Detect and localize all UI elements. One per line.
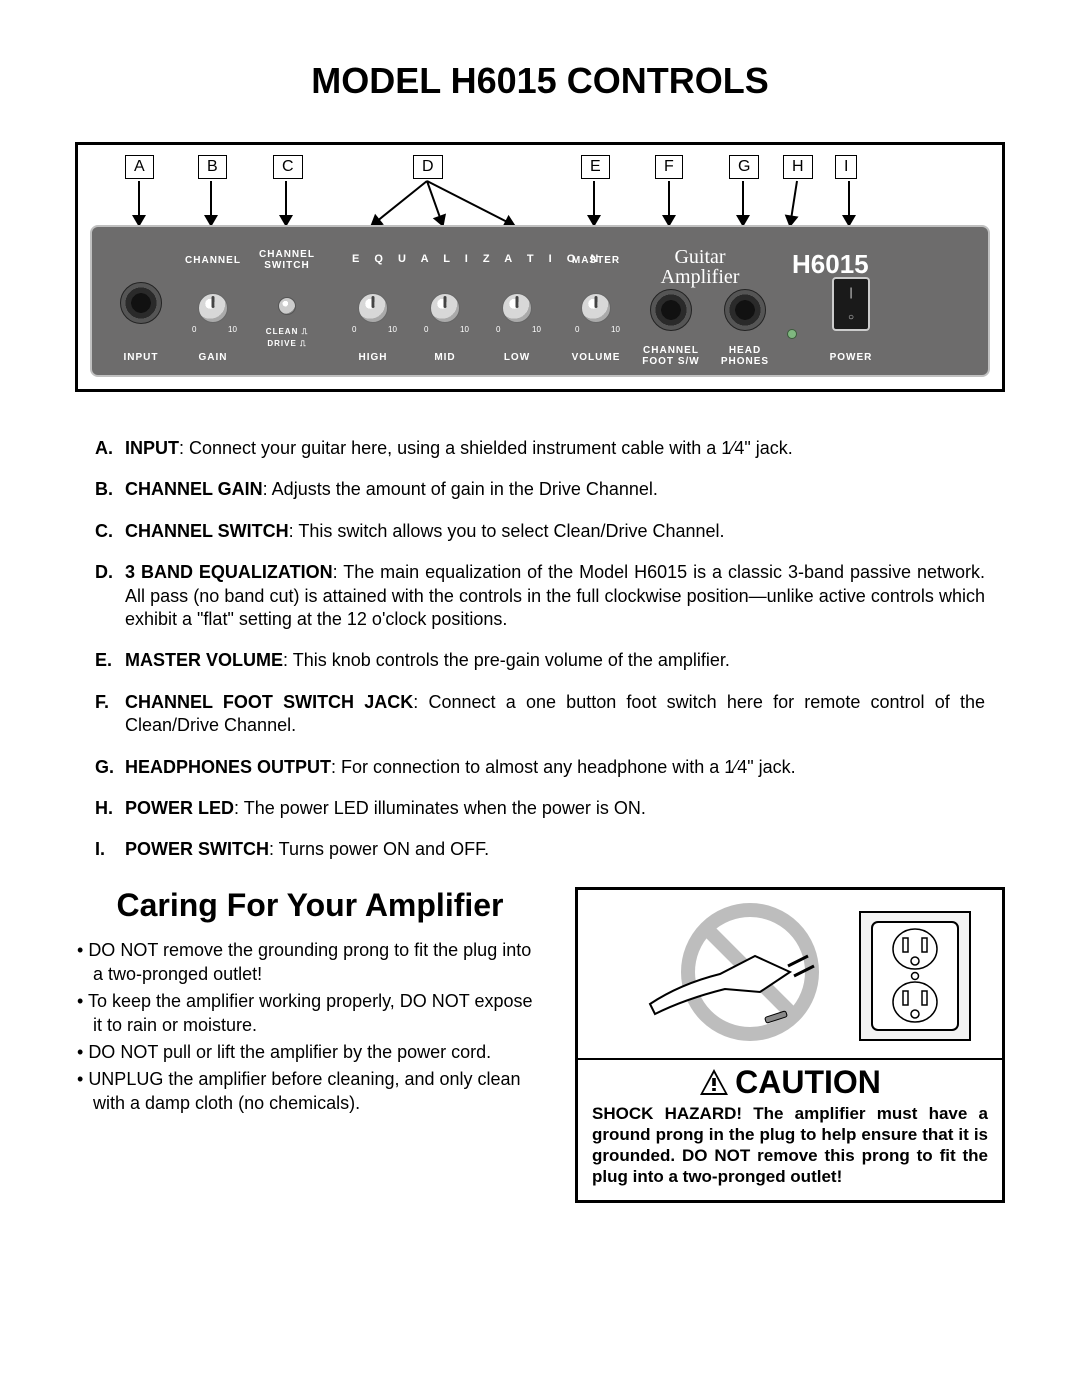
description-item: H.POWER LED: The power LED illuminates w…	[95, 797, 985, 820]
care-item: DO NOT remove the grounding prong to fit…	[75, 939, 545, 986]
description-item: D.3 BAND EQUALIZATION: The main equaliza…	[95, 561, 985, 631]
high-label: HIGH	[348, 352, 398, 363]
diagram-arrow	[370, 180, 427, 227]
drive-label: DRIVE ⎍	[256, 339, 318, 349]
description-item: A.INPUT: Connect your guitar here, using…	[95, 437, 985, 460]
diagram-label-G: G	[729, 155, 759, 179]
caution-illustration	[578, 890, 1002, 1060]
channel-switch-button	[278, 297, 296, 315]
tick: 0	[424, 325, 428, 334]
power-switch	[832, 277, 870, 331]
description-item: C.CHANNEL SWITCH: This switch allows you…	[95, 520, 985, 543]
tick: 10	[388, 325, 397, 334]
tick: 0	[575, 325, 579, 334]
diagram-label-B: B	[198, 155, 227, 179]
mid-knob	[430, 293, 460, 323]
diagram-arrow	[742, 181, 744, 226]
headphones-jack	[724, 289, 766, 331]
label-row: A B C D E F GHI	[90, 155, 990, 205]
footswitch-label: CHANNEL FOOT S/W	[640, 345, 702, 367]
diagram-arrow	[285, 181, 287, 226]
description-item: I.POWER SWITCH: Turns power ON and OFF.	[95, 838, 985, 861]
tick: 10	[228, 325, 237, 334]
power-led	[787, 329, 797, 339]
switch-label-top: CHANNEL SWITCH	[254, 249, 320, 271]
diagram-arrow	[138, 181, 140, 226]
description-item: E.MASTER VOLUME: This knob controls the …	[95, 649, 985, 672]
low-label: LOW	[494, 352, 540, 363]
high-knob	[358, 293, 388, 323]
master-label-top: MASTER	[568, 255, 624, 266]
low-knob	[502, 293, 532, 323]
amp-panel: INPUT CHANNEL 0 10 GAIN CHANNEL SWITCH C…	[90, 225, 990, 377]
footswitch-jack	[650, 289, 692, 331]
diagram-label-F: F	[655, 155, 683, 179]
tick: 0	[496, 325, 500, 334]
diagram-arrow	[593, 181, 595, 226]
volume-knob	[581, 293, 611, 323]
diagram-arrow	[848, 181, 850, 226]
diagram-label-C: C	[273, 155, 303, 179]
caution-text: SHOCK HAZARD! The amplifier must have a …	[578, 1103, 1002, 1200]
warning-icon	[699, 1068, 729, 1096]
eq-title: E Q U A L I Z A T I O N	[352, 253, 604, 265]
tick: 0	[192, 325, 196, 334]
headphones-label: HEAD PHONES	[716, 345, 774, 367]
care-item: DO NOT pull or lift the amplifier by the…	[75, 1041, 545, 1064]
tick: 10	[460, 325, 469, 334]
gain-knob	[198, 293, 228, 323]
mid-label: MID	[422, 352, 468, 363]
input-jack	[120, 282, 162, 324]
description-item: G.HEADPHONES OUTPUT: For connection to a…	[95, 756, 985, 779]
clean-label: CLEAN ⎍	[256, 327, 318, 337]
input-label: INPUT	[112, 352, 170, 363]
care-column: Caring For Your Amplifier DO NOT remove …	[75, 887, 545, 1203]
diagram-label-D: D	[413, 155, 443, 179]
model-number: H6015	[792, 249, 869, 280]
channel-label-top: CHANNEL	[182, 255, 244, 266]
brand-text: Guitar Amplifier	[640, 247, 760, 287]
diagram-label-I: I	[835, 155, 857, 179]
power-label: POWER	[824, 352, 878, 363]
gain-label: GAIN	[190, 352, 236, 363]
diagram-label-E: E	[581, 155, 610, 179]
care-list: DO NOT remove the grounding prong to fit…	[75, 939, 545, 1115]
diagram-arrow	[789, 181, 798, 226]
diagram-label-H: H	[783, 155, 813, 179]
tick: 10	[532, 325, 541, 334]
care-item: UNPLUG the amplifier before cleaning, an…	[75, 1068, 545, 1115]
care-title: Caring For Your Amplifier	[75, 887, 545, 924]
description-item: B.CHANNEL GAIN: Adjusts the amount of ga…	[95, 478, 985, 501]
descriptions-list: A.INPUT: Connect your guitar here, using…	[75, 437, 1005, 862]
tick: 0	[352, 325, 356, 334]
controls-diagram: A B C D E F GHI INPUT CHANNEL 0 10 GAIN CHANNE…	[75, 142, 1005, 392]
care-item: To keep the amplifier working properly, …	[75, 990, 545, 1037]
page-title: MODEL H6015 CONTROLS	[75, 60, 1005, 102]
bottom-section: Caring For Your Amplifier DO NOT remove …	[75, 887, 1005, 1203]
diagram-arrow	[210, 181, 212, 226]
caution-heading: CAUTION	[578, 1060, 1002, 1103]
diagram-label-A: A	[125, 155, 154, 179]
caution-box: CAUTION SHOCK HAZARD! The amplifier must…	[575, 887, 1005, 1203]
volume-label: VOLUME	[568, 352, 624, 363]
tick: 10	[611, 325, 620, 334]
diagram-arrow	[668, 181, 670, 226]
description-item: F.CHANNEL FOOT SWITCH JACK: Connect a on…	[95, 691, 985, 738]
